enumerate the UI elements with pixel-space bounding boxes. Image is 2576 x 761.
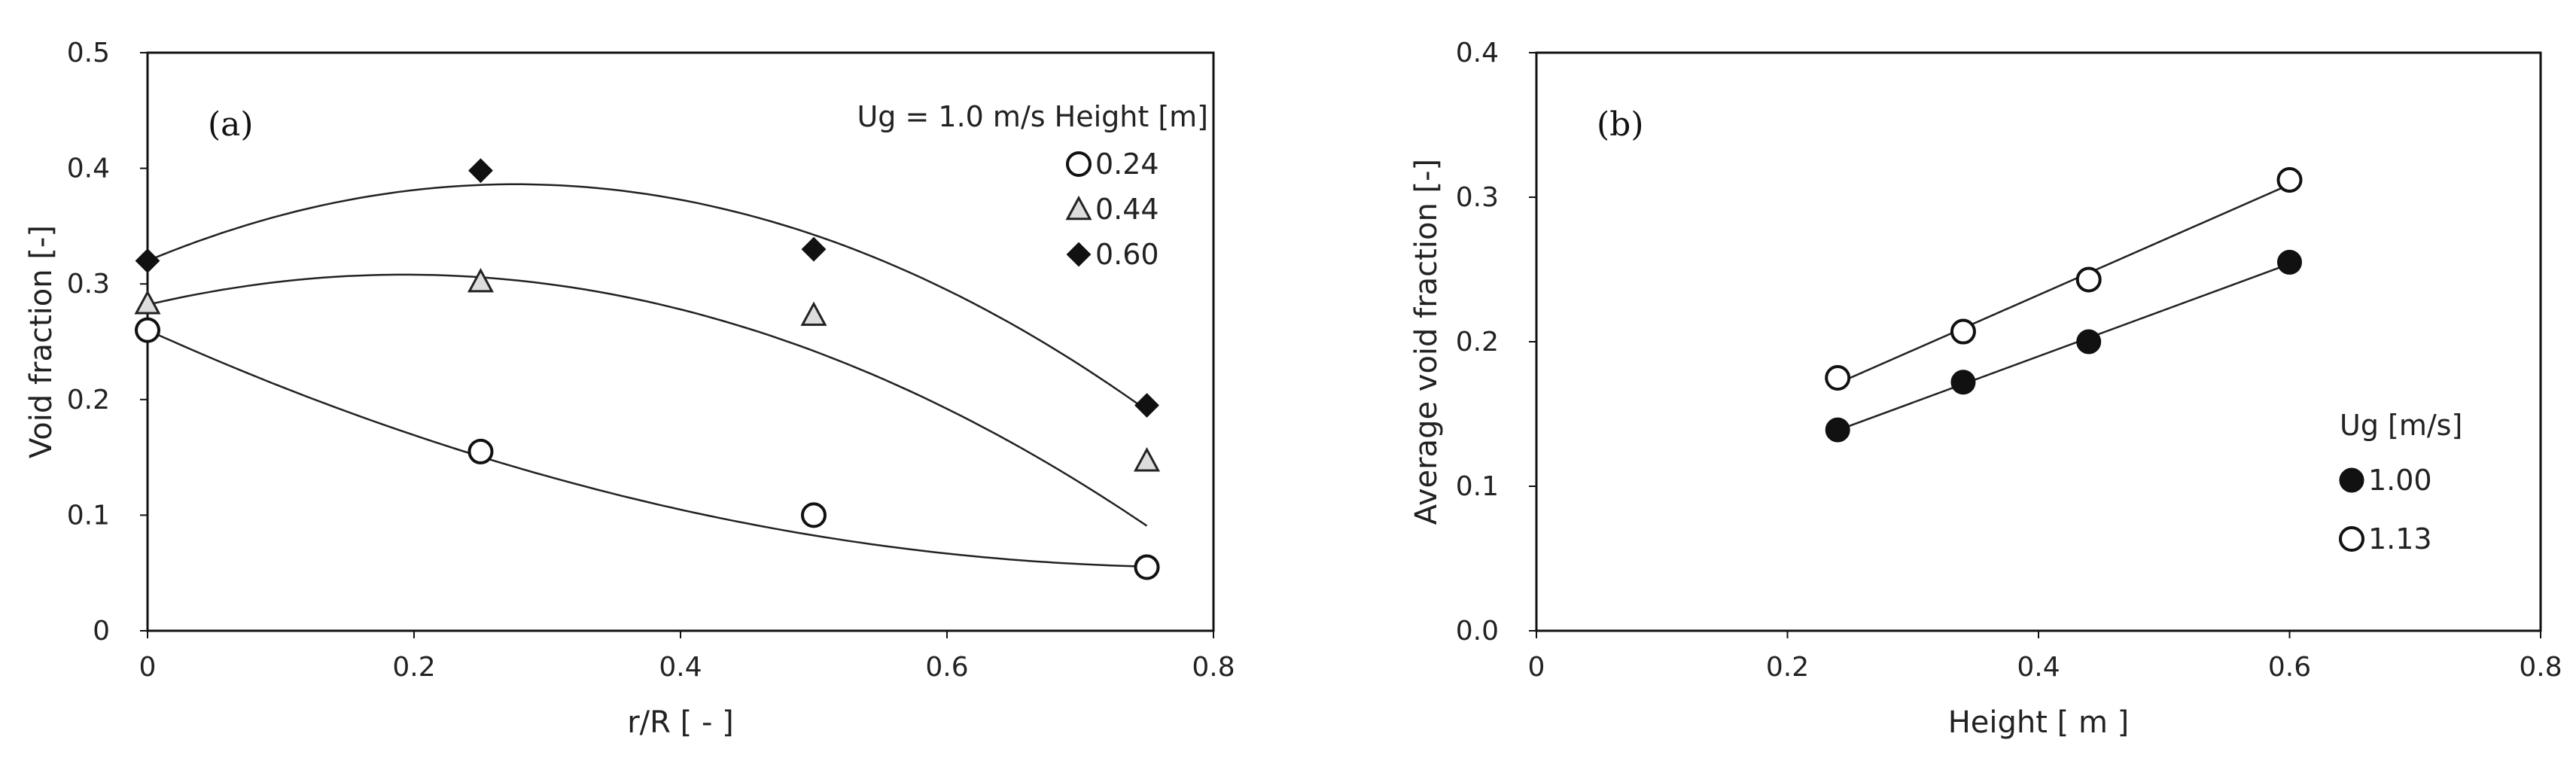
panel-b-y-tick-label: 0.0 (1456, 616, 1499, 647)
panel-a-y-tick-label: 0.5 (67, 38, 110, 68)
panel-a-y-tick-label: 0.2 (67, 385, 110, 416)
panel-b-y-tick-label: 0.4 (1456, 38, 1499, 68)
panel-b-data-point (1825, 365, 1851, 391)
panel-b-trend-line (1837, 184, 2291, 385)
legend-entry-label: 1.00 (2368, 464, 2432, 497)
panel-b-legend: Ug [m/s] 1.00 1.13 (2339, 409, 2462, 556)
panel-b-series-1.00 (1825, 249, 2302, 443)
panel-a-series-0.24 (135, 317, 1160, 580)
panel-a-data-point (134, 290, 161, 315)
panel-b-x-tick-label: 0 (1528, 652, 1545, 683)
panel-b-x-axis-label: Height [ m ] (1948, 705, 2130, 740)
panel-b-x-tick-label: 0.8 (2519, 652, 2562, 683)
legend-entry-label: 0.24 (1095, 148, 1159, 181)
panel-b-data-point (2076, 329, 2102, 355)
panel-b-data-point (2276, 166, 2303, 193)
panel-a-data-point (801, 502, 827, 528)
panel-a-series-0.44 (134, 267, 1161, 527)
panel-a-data-point (1134, 554, 1160, 580)
panel-a-data-point (135, 317, 160, 343)
legend-entry-label: 0.60 (1095, 238, 1159, 271)
panel-a-data-point (467, 438, 494, 464)
panel-a-chart: 0 0.2 0.4 0.6 0.8 0 0.1 0.2 0.3 0.4 0.5 r/R [ - ] Vo… (24, 38, 1235, 740)
legend-marker (2339, 467, 2364, 493)
panel-a-data-point (800, 301, 827, 326)
panel-a-x-axis-label: r/R [ - ] (627, 705, 734, 740)
panel-a-y-tick-label: 0.4 (67, 154, 110, 184)
panel-a-data-point (1134, 393, 1159, 418)
panel-a-x-tick-label: 0.6 (925, 652, 968, 683)
panel-a-x-tick-label: 0.2 (392, 652, 435, 683)
panel-a-label: (a) (208, 105, 254, 144)
legend-marker (1066, 242, 1092, 267)
panel-a-data-point (135, 248, 160, 273)
panel-a-data-point (468, 158, 493, 184)
panel-a-trend-line (147, 183, 1148, 412)
panel-a-data-point (801, 236, 827, 262)
panel-a-x-tick-label: 0.8 (1192, 652, 1235, 683)
panel-b-x-tick-label: 0.2 (1766, 652, 1809, 683)
panel-a-trend-line (147, 273, 1148, 527)
panel-a-y-axis-label: Void fraction [-] (24, 225, 59, 458)
panel-b-x-tick-label: 0.6 (2268, 652, 2311, 683)
panel-b-y-axis-label: Average void fraction [-] (1409, 159, 1444, 525)
panel-b-chart: 0 0.2 0.4 0.6 0.8 0.0 0.1 0.2 0.3 0.4 Height [ m ]… (1409, 38, 2562, 740)
panel-a-data-point (1133, 447, 1161, 472)
panel-b-data-point (1825, 417, 1850, 443)
panel-b-x-tick-label: 0.4 (2017, 652, 2060, 683)
panel-a-y-tick-label: 0.3 (67, 269, 110, 300)
legend-title: Ug [m/s] (2340, 409, 2462, 442)
panel-b-data-point (1950, 370, 1976, 395)
panel-b-label: (b) (1597, 105, 1644, 144)
legend-marker (1065, 195, 1092, 221)
panel-a-legend: Ug = 1.0 m/s Height [m] 0.24 0.44 0.60 (857, 100, 1208, 271)
panel-b-data-point (1950, 318, 1976, 345)
panel-a-frame (146, 51, 1215, 632)
panel-b-trend-line (1837, 263, 2290, 431)
panel-b-data-point (2075, 266, 2102, 293)
panel-a-y-tick-label: 0.1 (67, 500, 110, 531)
panel-b-y-tick-label: 0.2 (1456, 327, 1499, 358)
panel-b-series-1.13 (1825, 166, 2303, 391)
legend-entry-label: 1.13 (2368, 522, 2432, 556)
panel-a-x-tick-label: 0.4 (659, 652, 702, 683)
legend-entry-label: 0.44 (1095, 193, 1159, 226)
panel-a-series-0.60 (135, 158, 1159, 418)
panel-a-data-point (467, 267, 495, 293)
legend-title: Ug = 1.0 m/s Height [m] (857, 100, 1208, 133)
legend-marker (2339, 526, 2364, 552)
legend-marker (1066, 151, 1092, 177)
panel-b-y-tick-label: 0.3 (1456, 182, 1499, 213)
panel-b-data-point (2277, 249, 2302, 275)
panel-a-x-tick-label: 0 (139, 652, 157, 683)
panel-b-y-tick-label: 0.1 (1456, 471, 1499, 502)
panel-a-trend-line (147, 329, 1147, 568)
panel-a-y-tick-label: 0 (93, 616, 110, 647)
